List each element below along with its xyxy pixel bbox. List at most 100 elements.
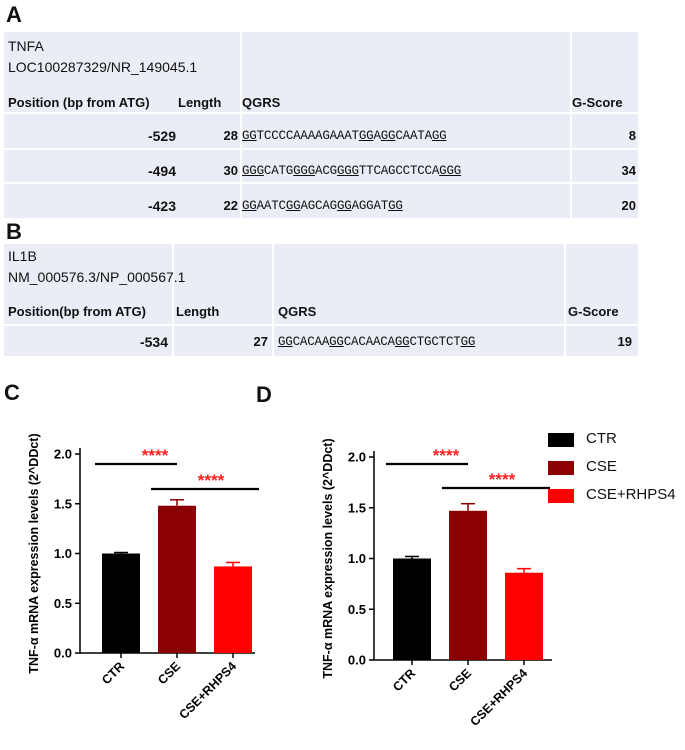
header-qgrs: QGRS bbox=[242, 95, 281, 110]
header-qgrs: QGRS bbox=[278, 304, 317, 319]
significance-label: **** bbox=[142, 446, 169, 465]
bar bbox=[158, 505, 196, 653]
table-a: TNFA LOC100287329/NR_149045.1 Position (… bbox=[4, 32, 638, 218]
row-position: -494 bbox=[147, 163, 176, 179]
g-run: GGG bbox=[242, 164, 264, 178]
row-separator bbox=[4, 148, 638, 150]
x-tick-label: CSE+RHPS4 bbox=[176, 659, 239, 722]
g-run: GG bbox=[394, 335, 410, 349]
bar bbox=[214, 566, 252, 653]
loop-segment: CTGCTCT bbox=[409, 335, 461, 349]
panel-label-b: B bbox=[6, 219, 22, 244]
y-axis-title: TNF-α mRNA expression levels (2^DDct) bbox=[27, 433, 41, 673]
row-separator bbox=[4, 182, 638, 184]
col-separator bbox=[272, 244, 274, 356]
g-run: GG bbox=[460, 335, 476, 349]
loop-segment: TCCCCAAAAGAAAT bbox=[256, 129, 359, 143]
x-tick-label: CTR bbox=[390, 666, 418, 694]
x-tick-label: CSE bbox=[446, 666, 474, 694]
bar-chart-d: 0.0 0.5 1.0 1.5 2.0 TNF-α mRNA expression lev… bbox=[321, 438, 552, 729]
row-length: 27 bbox=[253, 334, 268, 349]
loop-segment: CACAACA bbox=[343, 335, 395, 349]
g-run: GG bbox=[431, 129, 447, 143]
row-separator bbox=[4, 112, 638, 114]
loop-segment: CACAA bbox=[292, 335, 330, 349]
row-position: -529 bbox=[147, 128, 176, 144]
qgrs-sequence: GGTCCCCAAAAGAAATGGAGGCAATAGG bbox=[242, 129, 447, 143]
g-run: GG bbox=[388, 199, 403, 213]
row-gscore: 34 bbox=[621, 163, 636, 178]
y-tick-label: 0.5 bbox=[348, 602, 366, 617]
loop-segment: CAATA bbox=[395, 129, 432, 143]
row-gscore: 8 bbox=[628, 128, 636, 143]
col-separator bbox=[172, 244, 174, 356]
panel-label-d: D bbox=[256, 382, 272, 407]
loop-segment: ACG bbox=[315, 164, 337, 178]
y-tick-label: 0.5 bbox=[54, 596, 72, 611]
col-separator bbox=[564, 244, 566, 356]
legend-label: CTR bbox=[586, 430, 617, 447]
g-run: GG bbox=[358, 129, 374, 143]
qgrs-sequence: GGGCATGGGGACGGGGTTCAGCCTCCAGGG bbox=[242, 164, 461, 178]
row-position: -534 bbox=[139, 334, 168, 350]
y-tick-label: 1.5 bbox=[54, 496, 72, 511]
y-tick-label: 1.0 bbox=[348, 551, 366, 566]
g-run: GG bbox=[242, 129, 257, 143]
qgrs-sequence: GGAATCGGAGCAGGGAGGATGG bbox=[242, 199, 403, 213]
y-tick-label: 1.0 bbox=[54, 546, 72, 561]
g-run: GGG bbox=[336, 164, 359, 178]
g-run: GG bbox=[242, 199, 257, 213]
bar-chart-c: 0.0 0.5 1.0 1.5 2.0 TNF-α mRNA expression lev… bbox=[27, 433, 259, 722]
row-length: 28 bbox=[223, 128, 238, 143]
x-tick-label: CSE+RHPS4 bbox=[467, 666, 530, 729]
y-tick-label: 2.0 bbox=[54, 447, 72, 462]
row-position: -423 bbox=[147, 198, 176, 214]
loop-segment: AGGAT bbox=[351, 199, 389, 213]
bar bbox=[102, 553, 140, 653]
legend-swatch bbox=[548, 461, 574, 475]
g-run: GG bbox=[278, 335, 293, 349]
legend-swatch bbox=[548, 433, 574, 447]
g-run: GG bbox=[380, 129, 396, 143]
g-run: GG bbox=[336, 199, 352, 213]
y-tick-label: 0.0 bbox=[348, 653, 366, 668]
y-tick-label: 0.0 bbox=[54, 646, 72, 661]
loop-segment: TTCAGCCTCCA bbox=[358, 164, 440, 178]
table-b: IL1B NM_000576.3/NP_000567.1 Position(bp… bbox=[4, 244, 638, 356]
g-run: GGG bbox=[293, 164, 316, 178]
g-run: GG bbox=[285, 199, 301, 213]
gene-name: TNFA bbox=[8, 38, 44, 54]
g-run: GG bbox=[329, 335, 344, 349]
loop-segment: AGCAG bbox=[300, 199, 337, 213]
bar bbox=[449, 510, 487, 660]
header-length: Length bbox=[178, 95, 222, 110]
panel-label-c: C bbox=[4, 380, 20, 405]
loop-segment: A bbox=[373, 129, 381, 143]
g-run: GGG bbox=[439, 164, 462, 178]
y-tick-label: 2.0 bbox=[348, 450, 366, 465]
bar bbox=[393, 558, 431, 660]
header-length: Length bbox=[176, 304, 220, 319]
significance-label: **** bbox=[489, 470, 516, 489]
row-gscore: 20 bbox=[621, 198, 636, 213]
significance-label: **** bbox=[198, 471, 225, 490]
significance-label: **** bbox=[433, 446, 460, 465]
header-gscore: G-Score bbox=[568, 304, 619, 319]
legend-label: CSE+RHPS4 bbox=[586, 486, 676, 503]
legend-swatch bbox=[548, 489, 574, 503]
loop-segment: AATC bbox=[256, 199, 286, 213]
x-tick-label: CSE bbox=[155, 659, 183, 687]
row-length: 30 bbox=[223, 163, 238, 178]
header-position: Position (bp from ATG) bbox=[8, 95, 150, 110]
loop-segment: CATG bbox=[263, 164, 294, 178]
y-axis-title: TNF-α mRNA expression levels (2^DDct) bbox=[321, 438, 335, 678]
gene-name: IL1B bbox=[8, 248, 37, 264]
x-tick-label: CTR bbox=[99, 659, 127, 687]
legend-label: CSE bbox=[586, 458, 617, 475]
bar bbox=[505, 572, 543, 660]
header-gscore: G-Score bbox=[572, 95, 623, 110]
legend: CTR CSE CSE+RHPS4 bbox=[548, 428, 683, 528]
col-separator bbox=[240, 32, 242, 218]
row-length: 22 bbox=[223, 198, 238, 213]
accession-id: NM_000576.3/NP_000567.1 bbox=[8, 269, 186, 285]
